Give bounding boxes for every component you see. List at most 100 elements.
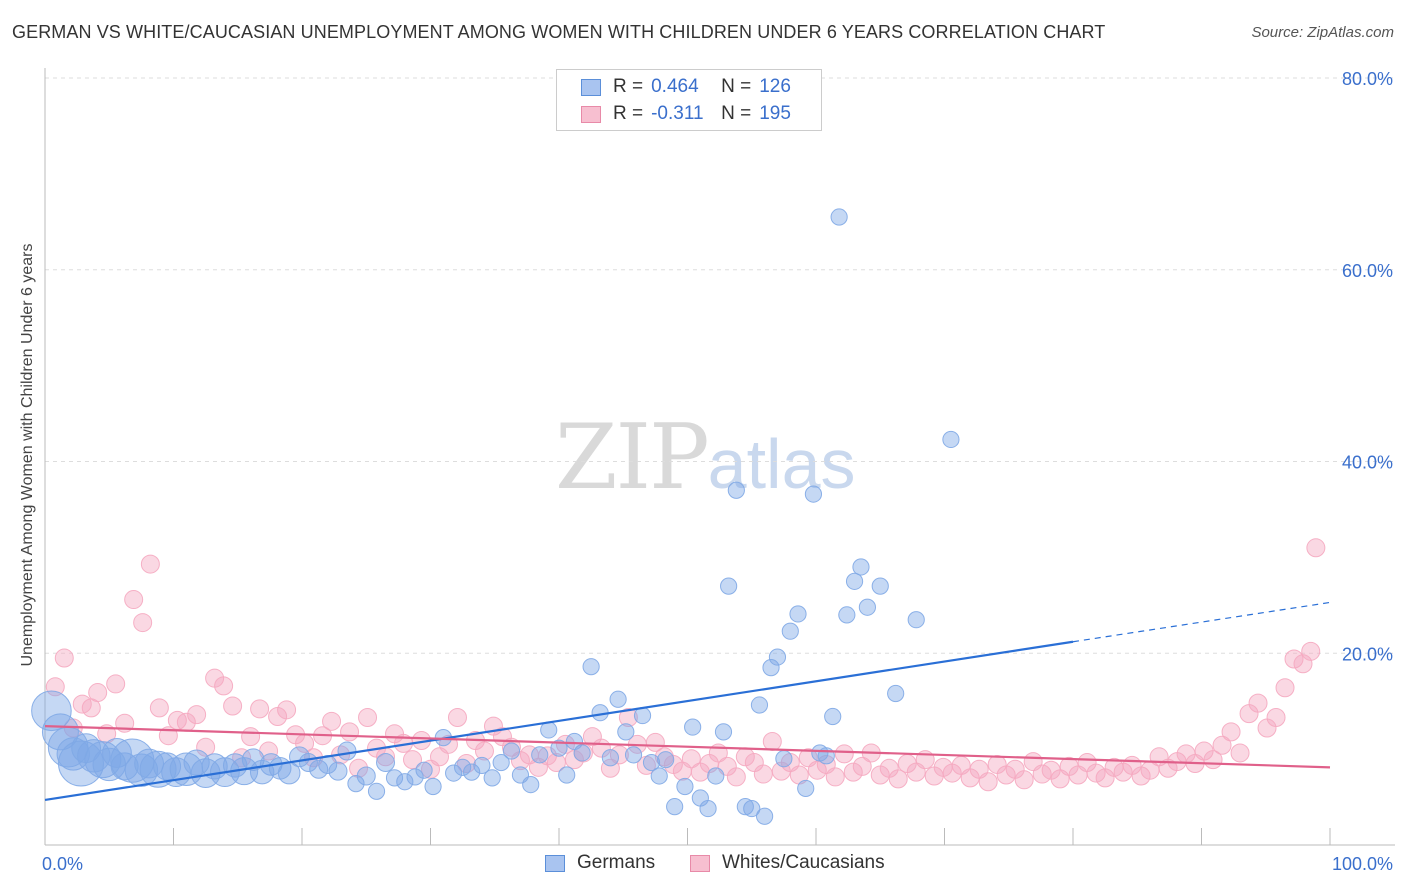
whites-point (1212, 735, 1232, 755)
whites-point (149, 698, 169, 718)
germans-point (838, 606, 856, 624)
bottom-legend-germans: Germans (545, 852, 655, 874)
germans-point (347, 775, 365, 793)
germans-point (789, 605, 807, 623)
x-tick-label: 0.0% (42, 854, 83, 874)
germans-point (699, 799, 717, 818)
whites-point (1284, 649, 1304, 669)
legend-r-label: R = (613, 76, 644, 97)
chart-title: GERMAN VS WHITE/CAUCASIAN UNEMPLOYMENT A… (12, 22, 1106, 42)
germans-point (102, 738, 132, 768)
legend-r-value: 0.464 (651, 76, 699, 97)
whites-point (807, 760, 827, 780)
germans-point (601, 749, 620, 767)
germans-point (71, 733, 102, 764)
whites-point (1301, 641, 1321, 661)
germans-trend-extension (1072, 601, 1331, 643)
whites-point (88, 683, 108, 703)
germans-point (768, 648, 787, 666)
germans-point (676, 777, 694, 796)
whites-point (1014, 770, 1034, 790)
whites-point (852, 756, 872, 776)
germans-point (830, 208, 848, 226)
whites-point (214, 676, 234, 696)
germans-point (714, 723, 733, 741)
germans-point (183, 749, 210, 776)
germans-point (657, 751, 675, 769)
bottom-legend: Germans Whites/Caucasians (0, 852, 1406, 876)
whites-point (1131, 766, 1151, 786)
whites-point (996, 765, 1016, 785)
germans-point (736, 798, 754, 816)
x-tick-label: 100.0% (1332, 854, 1393, 874)
legend-r-label: R = (613, 103, 644, 124)
whites-point (618, 707, 638, 727)
germans-point (624, 746, 643, 764)
whites-point (609, 745, 629, 765)
legend-row-whites: R = -0.311 N = 195 (581, 102, 791, 126)
y-tick-label: 20.0% (1342, 644, 1393, 664)
bottom-legend-label-whites: Whites/Caucasians (722, 852, 885, 873)
whites-point (681, 749, 701, 769)
germans-point (804, 485, 823, 503)
legend-r-value: -0.311 (651, 103, 704, 124)
whites-point (340, 722, 360, 742)
germans-point (727, 481, 745, 499)
bottom-legend-swatch-germans (545, 854, 565, 872)
whites-point (223, 696, 243, 716)
germans-point (824, 707, 842, 726)
germans-point (41, 713, 79, 751)
bottom-legend-swatch-whites (690, 854, 710, 872)
germans-point (858, 598, 877, 616)
germans-point (396, 773, 414, 791)
whites-point (54, 648, 74, 668)
germans-point (942, 430, 960, 449)
whites-point (1230, 743, 1250, 763)
germans-point (356, 766, 376, 786)
germans-point (743, 799, 761, 818)
source-label: Source: ZipAtlas.com (1251, 24, 1394, 41)
germans-point (750, 696, 769, 714)
watermark: ZIPatlas (555, 405, 856, 510)
whites-point (474, 741, 494, 761)
whites-point (600, 758, 620, 778)
germans-point (650, 767, 668, 785)
germans-point (385, 769, 404, 787)
germans-point (522, 775, 540, 794)
whites-point (241, 727, 261, 747)
whites-point (834, 744, 854, 764)
germans-point (707, 767, 725, 785)
whites-point (762, 731, 782, 751)
legend-n-label: N = (721, 103, 752, 124)
legend-swatch-whites (581, 105, 601, 123)
whites-point (726, 767, 746, 787)
germans-point (762, 659, 780, 677)
y-tick-label: 60.0% (1342, 261, 1393, 281)
germans-point (134, 748, 164, 779)
whites-point (888, 769, 908, 789)
germans-point (483, 769, 501, 787)
whites-point (825, 767, 845, 787)
legend-swatch-germans (581, 78, 601, 96)
germans-point (852, 558, 870, 576)
whites-point (1306, 538, 1326, 558)
bottom-legend-whites: Whites/Caucasians (690, 852, 885, 874)
whites-point (322, 711, 342, 731)
germans-point (463, 763, 481, 781)
legend-row-germans: R = 0.464 N = 126 (581, 75, 791, 99)
germans-point (445, 764, 463, 782)
whites-point (250, 699, 270, 719)
germans-point (666, 798, 684, 816)
whites-point (753, 764, 773, 784)
germans-point (454, 758, 472, 776)
germans-point (473, 756, 491, 775)
germans-point (424, 777, 442, 796)
germans-point (558, 766, 576, 784)
germans-point (531, 746, 549, 764)
germans-point (376, 753, 396, 773)
whites-point (1266, 707, 1286, 727)
germans-point (367, 782, 386, 800)
whites-point (140, 554, 160, 574)
legend-n-value: 126 (759, 76, 791, 97)
